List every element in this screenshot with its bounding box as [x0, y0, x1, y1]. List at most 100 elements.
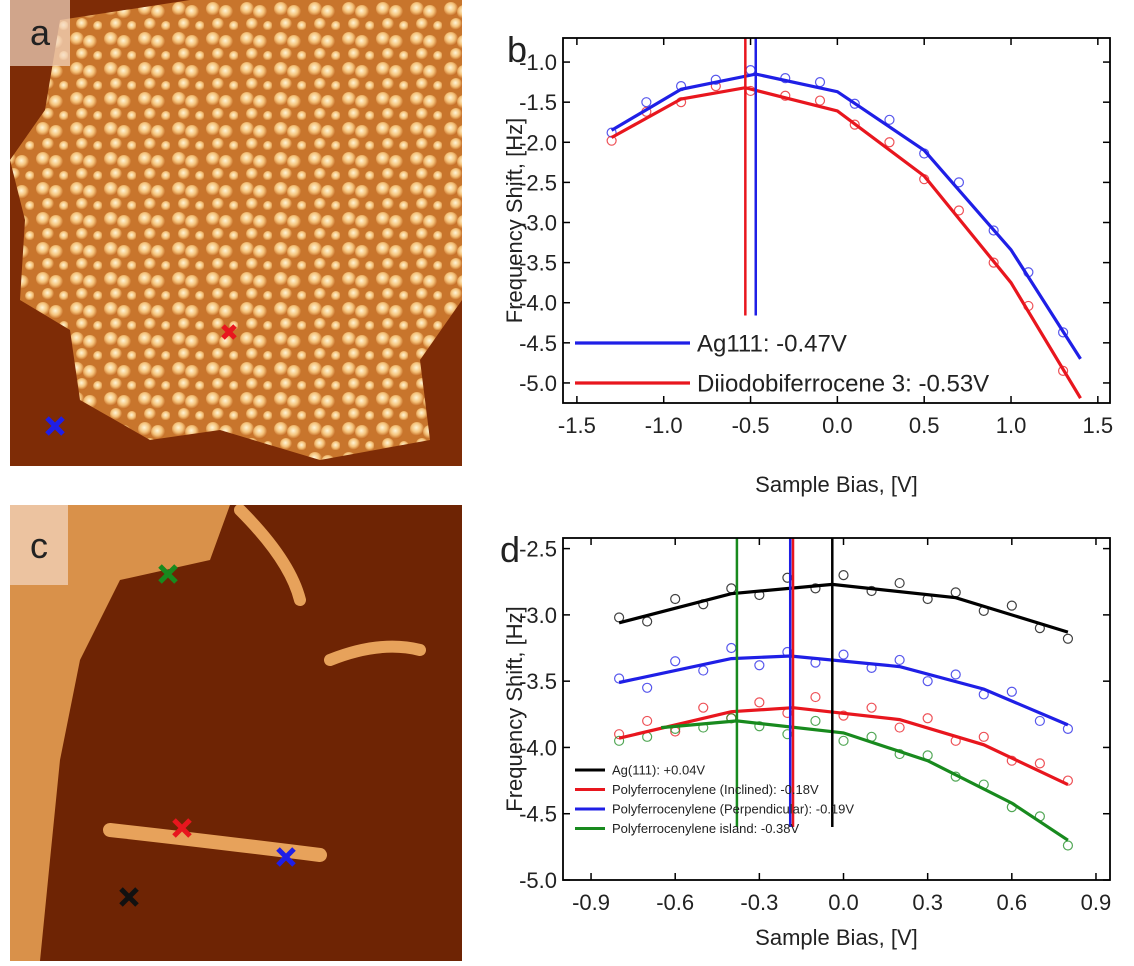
x-tick-label: 0.9	[1081, 890, 1112, 915]
data-point	[670, 656, 681, 667]
x-tick-label: 0.5	[909, 413, 940, 438]
data-point	[1062, 723, 1074, 734]
data-point	[922, 676, 933, 687]
x-tick-label: 0.0	[828, 890, 859, 915]
y-axis-title: Frequency Shift, [Hz]	[502, 118, 527, 323]
data-point	[950, 587, 961, 598]
y-tick-label: -1.5	[519, 90, 557, 115]
y-tick-label: -2.5	[519, 170, 557, 195]
data-point	[988, 257, 999, 268]
panel-label-box	[10, 505, 68, 585]
data-point	[810, 691, 821, 703]
data-point	[698, 665, 709, 676]
data-point	[838, 649, 849, 660]
data-point	[866, 585, 877, 597]
fit-line	[661, 719, 1069, 842]
data-point	[849, 98, 860, 109]
plot-area	[614, 538, 1074, 851]
data-point	[810, 715, 821, 727]
data-point	[950, 669, 961, 680]
legend-label: Polyferrocenylene island: -0.38V	[612, 821, 799, 836]
x-tick-label: -0.3	[740, 890, 778, 915]
data-point	[1062, 775, 1074, 786]
y-tick-label: -3.0	[519, 603, 557, 628]
data-point	[988, 225, 999, 236]
legend-label: Diiodobiferrocene 3: -0.53V	[697, 371, 989, 398]
y-tick-label: -3.5	[519, 251, 557, 276]
data-point	[754, 697, 765, 708]
legend-label: Ag(111): +0.04V	[612, 763, 705, 778]
data-point	[1006, 686, 1017, 697]
data-point	[1006, 600, 1017, 611]
data-point	[614, 729, 625, 740]
data-point	[641, 97, 652, 108]
data-point	[754, 721, 765, 732]
data-point	[1058, 327, 1069, 338]
data-point	[866, 702, 877, 713]
y-tick-label: -3.0	[519, 211, 557, 236]
y-tick-label: -5.0	[519, 371, 557, 396]
x-tick-label: -0.6	[656, 890, 694, 915]
panel-label-box	[10, 0, 70, 66]
legend-label: Polyferrocenylene (Perpendicular): -0.19…	[612, 802, 854, 817]
data-point	[838, 735, 849, 746]
data-point	[814, 77, 826, 88]
data-point	[1062, 840, 1074, 851]
data-point	[754, 660, 765, 671]
x-axis-title: Sample Bias, [V]	[755, 472, 918, 497]
x-tick-label: 0.6	[997, 890, 1028, 915]
x-tick-label: -1.0	[645, 413, 683, 438]
data-point	[884, 137, 895, 148]
x-tick-label: 0.0	[822, 413, 853, 438]
data-point	[698, 702, 709, 713]
y-tick-label: -5.0	[519, 868, 557, 893]
fit-line	[610, 86, 1082, 400]
x-axis-title: Sample Bias, [V]	[755, 925, 918, 950]
data-point	[894, 654, 905, 666]
stm-image-a	[10, 0, 462, 466]
data-point	[670, 593, 681, 605]
data-point	[726, 642, 737, 654]
x-tick-label: -0.9	[572, 890, 610, 915]
data-point	[922, 713, 933, 724]
y-tick-label: -1.0	[519, 50, 557, 75]
panel-label: b	[507, 29, 527, 70]
data-point	[953, 205, 965, 216]
y-axis-title: Frequency Shift, [Hz]	[502, 606, 527, 811]
data-point	[838, 710, 849, 721]
y-tick-label: -4.5	[519, 331, 557, 356]
x-tick-label: 1.5	[1083, 413, 1114, 438]
panel-label: d	[500, 529, 520, 570]
fit-line	[618, 654, 1069, 727]
data-point	[849, 119, 860, 130]
plot-area	[606, 38, 1082, 400]
x-tick-label: -1.5	[558, 413, 596, 438]
y-tick-label: -4.0	[519, 291, 557, 316]
data-point	[953, 177, 965, 188]
data-point	[1034, 715, 1045, 727]
fit-line	[618, 706, 1069, 787]
data-point	[614, 673, 625, 684]
fit-line	[610, 72, 1082, 360]
x-tick-label: 0.3	[912, 890, 943, 915]
data-point	[1062, 633, 1074, 644]
data-point	[1034, 758, 1045, 769]
plot-frame	[562, 537, 1111, 881]
y-tick-label: -2.5	[519, 537, 557, 562]
x-tick-label: 1.0	[996, 413, 1027, 438]
panel-label: a	[30, 12, 51, 53]
data-point	[642, 715, 653, 727]
data-point	[814, 95, 826, 106]
data-point	[810, 583, 821, 594]
panel-label: c	[30, 525, 48, 566]
data-point	[838, 570, 849, 581]
legend-label: Polyferrocenylene (Inclined): -0.18V	[612, 782, 819, 797]
y-tick-label: -4.5	[519, 802, 557, 827]
data-point	[642, 682, 653, 693]
x-tick-label: -0.5	[732, 413, 770, 438]
legend-label: Ag111: -0.47V	[697, 331, 847, 358]
y-tick-label: -4.0	[519, 735, 557, 760]
stm-image-c	[10, 505, 462, 961]
